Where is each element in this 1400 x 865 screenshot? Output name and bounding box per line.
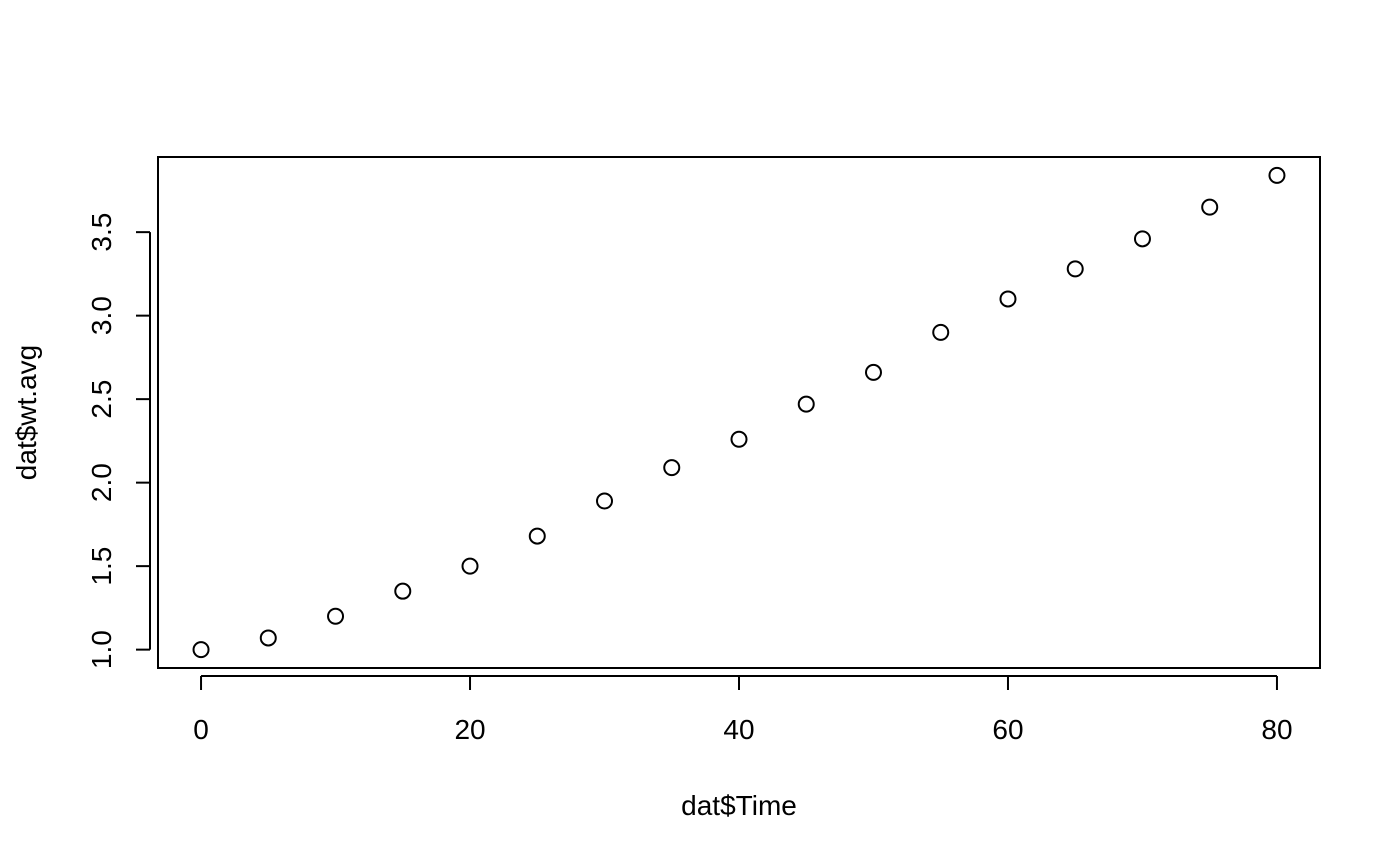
x-tick-label: 60 (992, 714, 1023, 745)
x-axis-title: dat$Time (681, 790, 797, 821)
data-points (192, 166, 1286, 659)
data-point (596, 492, 614, 510)
data-point (999, 290, 1017, 308)
x-tick-label: 20 (454, 714, 485, 745)
data-point (1201, 198, 1219, 216)
data-point (192, 641, 210, 659)
data-point (797, 395, 815, 413)
data-point (259, 629, 277, 647)
data-point (461, 557, 479, 575)
data-point (327, 607, 345, 625)
y-tick-label: 3.0 (86, 296, 117, 335)
data-point (1268, 166, 1286, 184)
plot-frame (157, 156, 1321, 669)
y-axis-title: dat$wt.avg (11, 345, 42, 480)
data-point (1133, 230, 1151, 248)
x-tick-label: 80 (1261, 714, 1292, 745)
data-point (864, 363, 882, 381)
x-tick-label: 0 (193, 714, 209, 745)
data-point (932, 323, 950, 341)
data-point (1066, 260, 1084, 278)
data-point (663, 459, 681, 477)
y-tick-label: 1.5 (86, 547, 117, 586)
y-tick-label: 2.0 (86, 463, 117, 502)
data-point (528, 527, 546, 545)
y-tick-label: 1.0 (86, 630, 117, 669)
data-point (730, 430, 748, 448)
data-point (394, 582, 412, 600)
y-axis: 1.0 1.5 2.0 2.5 3.0 3.5 (86, 213, 151, 669)
y-tick-label: 3.5 (86, 213, 117, 252)
x-axis: 0 20 40 60 80 (193, 675, 1293, 745)
y-tick-label: 2.5 (86, 380, 117, 419)
x-tick-label: 40 (723, 714, 754, 745)
